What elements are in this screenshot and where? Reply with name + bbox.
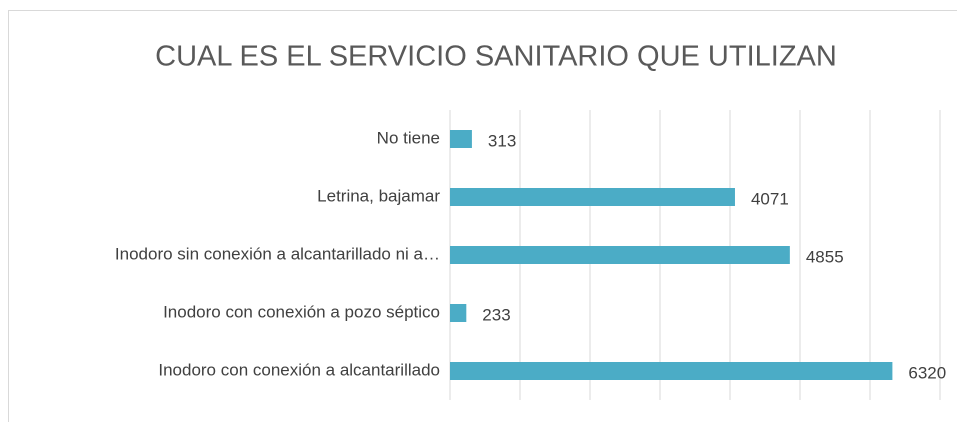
y-tick-label: Inodoro sin conexión a alcantarillado ni… bbox=[115, 244, 440, 263]
bar bbox=[450, 246, 790, 264]
y-tick-label: No tiene bbox=[377, 128, 440, 147]
data-label: 313 bbox=[488, 131, 516, 150]
bar bbox=[450, 362, 893, 380]
bar bbox=[450, 130, 472, 148]
y-tick-label: Inodoro con conexión a pozo séptico bbox=[163, 302, 440, 321]
data-label: 6320 bbox=[908, 363, 946, 382]
bar bbox=[450, 188, 735, 206]
y-tick-label: Inodoro con conexión a alcantarillado bbox=[158, 360, 440, 379]
chart-frame bbox=[8, 10, 957, 422]
bar bbox=[450, 304, 467, 322]
data-label: 4071 bbox=[751, 189, 789, 208]
data-label: 4855 bbox=[806, 247, 844, 266]
y-tick-label: Letrina, bajamar bbox=[317, 186, 440, 205]
chart-title: CUAL ES EL SERVICIO SANITARIO QUE UTILIZ… bbox=[155, 41, 837, 73]
data-label: 233 bbox=[482, 305, 510, 324]
